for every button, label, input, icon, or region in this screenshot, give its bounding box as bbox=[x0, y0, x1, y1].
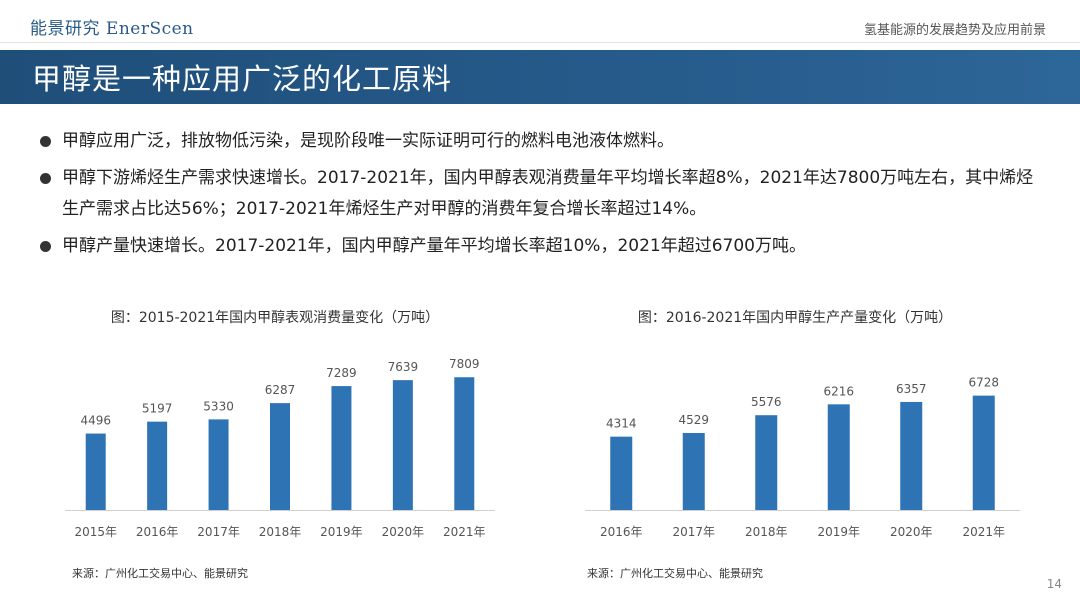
chart-production: 4314 2016年 4529 2017年 5576 2018年 6216 2019年 6357… bbox=[585, 376, 1020, 539]
bar-2018年 bbox=[270, 403, 290, 510]
bar-2018年 bbox=[755, 415, 778, 510]
bar-2017年 bbox=[208, 419, 229, 510]
slide-title: 甲醇是一种应用广泛的化工原料 bbox=[32, 62, 453, 96]
category-label: 2021年 bbox=[962, 525, 1005, 539]
bar-2016年 bbox=[610, 436, 633, 510]
document-title: 氢基能源的发展趋势及应用前景 bbox=[863, 23, 1046, 38]
value-label: 4529 bbox=[678, 413, 709, 427]
chart-production-title: 图：2016-2021年国内甲醇生产产量变化（万吨） bbox=[637, 310, 953, 326]
category-label: 2017年 bbox=[672, 525, 715, 539]
value-label: 7809 bbox=[449, 357, 480, 371]
bar-2020年 bbox=[900, 401, 923, 510]
value-label: 4496 bbox=[80, 414, 111, 428]
value-label: 7639 bbox=[388, 360, 419, 374]
bar-2015年 bbox=[85, 433, 106, 510]
category-label: 2017年 bbox=[197, 525, 240, 539]
category-label: 2018年 bbox=[745, 525, 788, 539]
bar-2020年 bbox=[392, 380, 413, 510]
category-label: 2018年 bbox=[259, 525, 302, 539]
value-label: 6216 bbox=[823, 384, 854, 398]
page-number: 14 bbox=[1046, 577, 1062, 591]
bar-2017年 bbox=[682, 433, 705, 510]
chart-production-source: 来源：广州化工交易中心、能景研究 bbox=[587, 567, 763, 580]
category-label: 2020年 bbox=[382, 525, 425, 539]
chart-consumption-title: 图：2015-2021年国内甲醇表观消费量变化（万吨） bbox=[110, 310, 440, 326]
category-label: 2021年 bbox=[443, 525, 486, 539]
bullet-dot-icon bbox=[40, 136, 51, 147]
bar-2021年 bbox=[454, 377, 475, 510]
enerscen-logo: 能景研究 EnerScen bbox=[30, 19, 194, 39]
bullet-text: 甲醇下游烯烃生产需求快速增长。2017-2021年，国内甲醇表观消费量年平均增长… bbox=[62, 168, 1034, 219]
chart-consumption-source: 来源：广州化工交易中心、能景研究 bbox=[72, 567, 248, 580]
bar-2016年 bbox=[147, 421, 168, 510]
value-label: 7289 bbox=[326, 366, 357, 380]
value-label: 5576 bbox=[751, 395, 782, 409]
value-label: 5197 bbox=[142, 402, 173, 416]
value-label: 6357 bbox=[896, 382, 927, 396]
slide-title-bar: 甲醇是一种应用广泛的化工原料 bbox=[0, 50, 1080, 104]
chart-consumption: 4496 2015年 5197 2016年 5330 2017年 6287 2018年 7289… bbox=[65, 357, 495, 539]
bar-2021年 bbox=[972, 395, 995, 510]
category-label: 2019年 bbox=[320, 525, 363, 539]
value-label: 6287 bbox=[265, 383, 296, 397]
category-label: 2015年 bbox=[74, 525, 117, 539]
bullet-item: 甲醇产量快速增长。2017-2021年，国内甲醇产量年平均增长率超10%，202… bbox=[40, 231, 1050, 262]
category-label: 2019年 bbox=[817, 525, 860, 539]
bullet-item: 甲醇应用广泛，排放物低污染，是现阶段唯一实际证明可行的燃料电池液体燃料。 bbox=[40, 126, 1050, 157]
category-label: 2016年 bbox=[600, 525, 643, 539]
bullet-item: 甲醇下游烯烃生产需求快速增长。2017-2021年，国内甲醇表观消费量年平均增长… bbox=[40, 163, 1050, 225]
bullet-dot-icon bbox=[40, 173, 51, 184]
header-divider bbox=[0, 42, 1080, 43]
bullet-text: 甲醇产量快速增长。2017-2021年，国内甲醇产量年平均增长率超10%，202… bbox=[62, 236, 806, 256]
bar-2019年 bbox=[827, 404, 850, 510]
category-label: 2016年 bbox=[136, 525, 179, 539]
bullet-text: 甲醇应用广泛，排放物低污染，是现阶段唯一实际证明可行的燃料电池液体燃料。 bbox=[62, 131, 674, 151]
bullet-list: 甲醇应用广泛，排放物低污染，是现阶段唯一实际证明可行的燃料电池液体燃料。 甲醇下… bbox=[40, 126, 1050, 268]
value-label: 6728 bbox=[968, 376, 999, 390]
value-label: 4314 bbox=[606, 417, 637, 431]
bullet-dot-icon bbox=[40, 241, 51, 252]
category-label: 2020年 bbox=[890, 525, 933, 539]
bar-2019年 bbox=[331, 386, 352, 510]
value-label: 5330 bbox=[203, 399, 234, 413]
